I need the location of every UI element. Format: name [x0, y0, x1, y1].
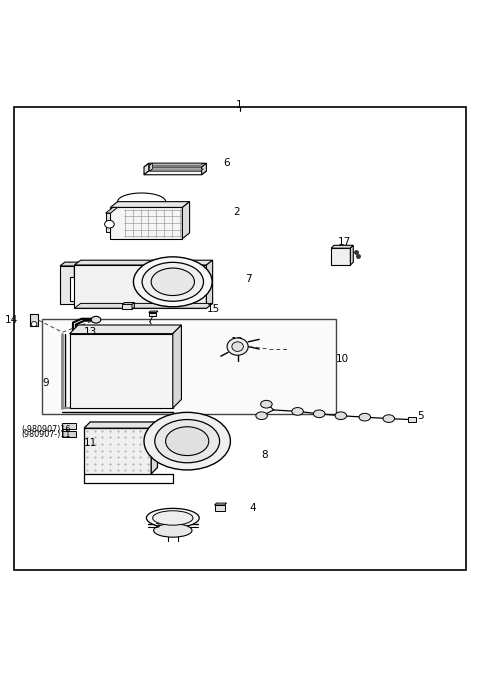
Text: 8: 8 [262, 450, 268, 460]
Ellipse shape [335, 412, 347, 419]
Polygon shape [182, 202, 190, 239]
Polygon shape [144, 163, 206, 167]
Text: 5: 5 [418, 411, 424, 421]
Polygon shape [202, 163, 206, 175]
Polygon shape [132, 303, 134, 309]
Polygon shape [74, 265, 206, 308]
Polygon shape [215, 503, 227, 505]
Polygon shape [350, 245, 353, 265]
Ellipse shape [105, 220, 114, 228]
Polygon shape [62, 431, 76, 437]
Polygon shape [84, 422, 157, 428]
Polygon shape [110, 208, 182, 239]
Text: 3: 3 [154, 520, 160, 530]
Ellipse shape [153, 511, 193, 525]
Polygon shape [144, 171, 206, 175]
Polygon shape [150, 169, 204, 171]
Polygon shape [122, 305, 132, 309]
Polygon shape [331, 245, 353, 248]
Ellipse shape [155, 419, 220, 463]
Text: 6: 6 [223, 158, 230, 168]
Polygon shape [150, 163, 153, 171]
Ellipse shape [154, 524, 192, 537]
Polygon shape [122, 303, 134, 305]
Ellipse shape [256, 412, 267, 419]
Text: 1: 1 [236, 100, 242, 110]
Polygon shape [62, 423, 76, 429]
Text: 9: 9 [42, 377, 49, 388]
Polygon shape [331, 248, 350, 265]
Polygon shape [60, 262, 79, 266]
Ellipse shape [359, 413, 371, 421]
Polygon shape [30, 314, 38, 326]
Polygon shape [70, 325, 181, 334]
Polygon shape [206, 260, 213, 308]
Ellipse shape [133, 257, 212, 307]
Text: 10: 10 [336, 354, 349, 363]
Polygon shape [149, 163, 204, 165]
Ellipse shape [144, 412, 230, 470]
Polygon shape [215, 505, 225, 511]
Polygon shape [84, 428, 151, 474]
Polygon shape [70, 334, 173, 408]
Polygon shape [106, 213, 110, 233]
Text: 2: 2 [233, 207, 240, 217]
Polygon shape [74, 260, 213, 265]
Text: (-980907)16: (-980907)16 [22, 425, 71, 433]
Polygon shape [106, 208, 118, 213]
Ellipse shape [142, 262, 204, 301]
Polygon shape [149, 311, 158, 313]
Polygon shape [110, 202, 190, 208]
Ellipse shape [146, 508, 199, 528]
Polygon shape [74, 262, 79, 277]
Text: 12: 12 [230, 337, 244, 347]
Polygon shape [151, 422, 157, 474]
Polygon shape [408, 417, 416, 422]
Ellipse shape [383, 415, 395, 423]
Text: 13: 13 [84, 327, 97, 337]
Text: 7: 7 [245, 274, 252, 284]
Ellipse shape [261, 400, 272, 408]
Polygon shape [74, 303, 213, 308]
Ellipse shape [227, 338, 248, 355]
Polygon shape [149, 313, 156, 316]
Ellipse shape [292, 408, 303, 415]
Text: 4: 4 [250, 503, 256, 514]
Polygon shape [144, 163, 149, 175]
Text: 11: 11 [84, 437, 97, 448]
Ellipse shape [151, 268, 194, 295]
Text: 15: 15 [206, 304, 220, 314]
Polygon shape [173, 325, 181, 408]
Ellipse shape [232, 342, 243, 351]
Polygon shape [60, 266, 74, 305]
Bar [42, 319, 336, 414]
Ellipse shape [166, 427, 209, 456]
Ellipse shape [91, 316, 101, 323]
Text: (980907-)11: (980907-)11 [22, 431, 71, 439]
Ellipse shape [31, 321, 37, 326]
Text: 14: 14 [5, 315, 18, 325]
Ellipse shape [313, 410, 325, 418]
Text: 17: 17 [338, 237, 351, 247]
